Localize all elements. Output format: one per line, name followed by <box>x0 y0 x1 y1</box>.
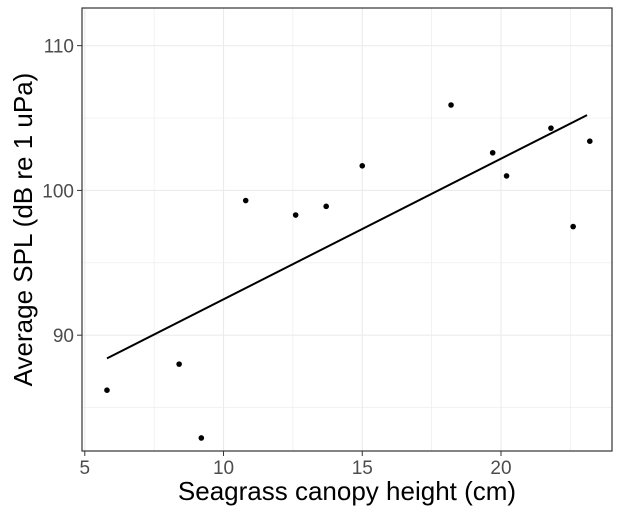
data-point <box>242 197 249 204</box>
data-point <box>587 138 593 144</box>
trend-line-layer <box>106 114 588 360</box>
x-tick-label: 15 <box>352 458 373 479</box>
points-layer <box>104 102 593 441</box>
grid-layer <box>82 8 612 451</box>
data-point <box>292 212 299 218</box>
x-tick-label: 5 <box>79 458 90 479</box>
axis-layer: 5 10 15 20 90 100 110 <box>42 37 511 479</box>
data-point <box>198 435 205 441</box>
data-point <box>548 125 554 131</box>
data-point <box>448 102 454 108</box>
trend-line <box>106 114 588 360</box>
y-tick-label: 110 <box>44 37 74 58</box>
data-point <box>104 387 110 393</box>
y-tick-label: 100 <box>42 181 74 202</box>
data-point <box>176 361 182 367</box>
data-point <box>503 173 510 179</box>
data-point <box>323 203 329 210</box>
x-axis-title: Seagrass canopy height (cm) <box>178 476 516 506</box>
data-point <box>359 163 366 169</box>
x-tick-label: 10 <box>213 458 234 479</box>
data-point <box>489 149 496 156</box>
panel-border <box>81 7 613 452</box>
y-axis-title: Average SPL (dB re 1 uPa) <box>8 73 38 387</box>
data-point <box>570 223 576 230</box>
x-tick-label: 20 <box>490 458 511 479</box>
y-tick-label: 90 <box>53 326 74 347</box>
